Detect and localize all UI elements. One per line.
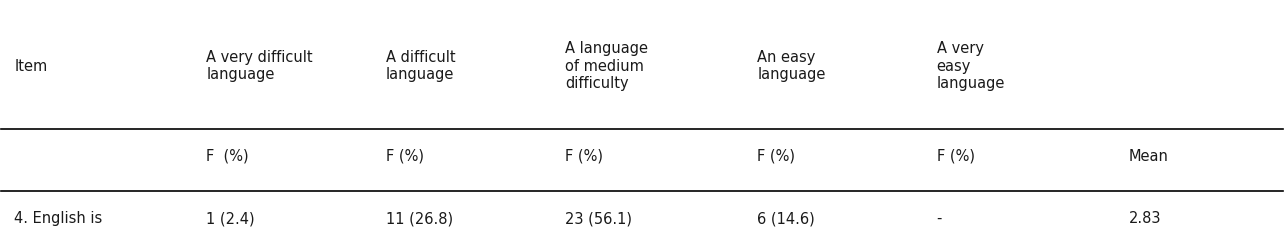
Text: F  (%): F (%) bbox=[207, 149, 249, 164]
Text: A language
of medium
difficulty: A language of medium difficulty bbox=[565, 41, 648, 91]
Text: An easy
language: An easy language bbox=[758, 50, 826, 82]
Text: F (%): F (%) bbox=[385, 149, 424, 164]
Text: A very difficult
language: A very difficult language bbox=[207, 50, 313, 82]
Text: 1 (2.4): 1 (2.4) bbox=[207, 211, 256, 226]
Text: -: - bbox=[937, 211, 942, 226]
Text: F (%): F (%) bbox=[937, 149, 975, 164]
Text: 23 (56.1): 23 (56.1) bbox=[565, 211, 632, 226]
Text: Item: Item bbox=[14, 59, 48, 74]
Text: 11 (26.8): 11 (26.8) bbox=[385, 211, 453, 226]
Text: F (%): F (%) bbox=[758, 149, 795, 164]
Text: 2.83: 2.83 bbox=[1129, 211, 1161, 226]
Text: Mean: Mean bbox=[1129, 149, 1168, 164]
Text: F (%): F (%) bbox=[565, 149, 603, 164]
Text: A very
easy
language: A very easy language bbox=[937, 41, 1005, 91]
Text: 6 (14.6): 6 (14.6) bbox=[758, 211, 815, 226]
Text: A difficult
language: A difficult language bbox=[385, 50, 456, 82]
Text: 4. English is: 4. English is bbox=[14, 211, 103, 226]
